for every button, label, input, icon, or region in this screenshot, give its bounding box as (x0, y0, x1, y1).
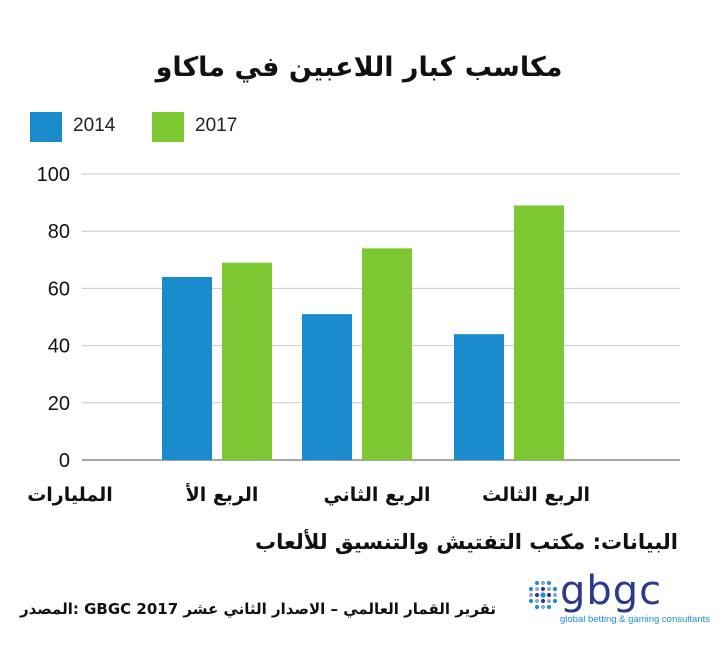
logo-wordmark: gbgc (560, 568, 663, 614)
bar-2014-2 (302, 314, 352, 460)
y-tick-label: 20 (48, 393, 70, 415)
y-tick-label: 60 (48, 278, 70, 300)
logo-dot (540, 604, 546, 610)
gbgc-logo: gbgc global betting & gaming consultants (528, 568, 710, 630)
logo-dot (552, 592, 558, 598)
legend-swatch-2014 (30, 112, 62, 142)
logo-dot (534, 586, 540, 592)
bar-2014-1 (162, 276, 212, 460)
logo-dot (540, 598, 546, 604)
y-tick-label: 0 (59, 450, 70, 472)
bar-2014-3 (454, 334, 504, 460)
legend-label-2014: 2014 (73, 115, 116, 136)
logo-dot (546, 586, 552, 592)
logo-dots-icon (528, 580, 558, 610)
logo-dot (552, 586, 558, 592)
x-tick-label: الربع الثاني (323, 484, 430, 506)
logo-dot (540, 580, 546, 586)
bar-2017-3 (514, 205, 564, 460)
bar-chart: 0 20 40 60 80 100 الربع الأ الربع الثاني الربع ا… (27, 164, 680, 506)
logo-dot (534, 604, 540, 610)
logo-tagline: global betting & gaming consultants (560, 614, 710, 625)
bar-2017-2 (362, 248, 412, 460)
logo-dot (546, 580, 552, 586)
y-tick-label: 40 (48, 336, 70, 358)
x-tick-label: الربع الأ (186, 483, 259, 506)
logo-dot (528, 592, 534, 598)
y-tick-label: 80 (48, 221, 70, 243)
logo-dot (534, 580, 540, 586)
logo-dot (528, 586, 534, 592)
logo-dot (546, 598, 552, 604)
data-source-note: البيانات: مكتب التفتيش والتنسيق للألعاب (255, 530, 678, 554)
logo-dot (546, 604, 552, 610)
legend-label-2017: 2017 (195, 115, 238, 136)
logo-dot (540, 586, 546, 592)
y-tick-label: 100 (37, 164, 70, 186)
bar-2017-1 (222, 262, 272, 460)
logo-dot (552, 598, 558, 604)
logo-dot (546, 592, 552, 598)
logo-dot (528, 598, 534, 604)
logo-dot (534, 598, 540, 604)
logo-dot (534, 592, 540, 598)
source-line: تقرير القمار العالمي – الاصدار الثاني عش… (19, 600, 496, 618)
logo-dot (540, 592, 546, 598)
legend-swatch-2017 (152, 112, 184, 142)
x-tick-label: الربع الثالث (482, 484, 590, 506)
y-axis-label: المليارات (27, 484, 113, 506)
chart-title: مكاسب كبار اللاعبين في ماكاو (155, 52, 563, 83)
